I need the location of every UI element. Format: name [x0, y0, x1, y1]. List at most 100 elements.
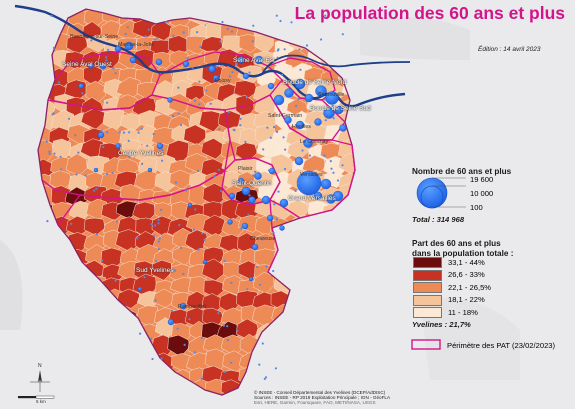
commune-dot — [178, 224, 181, 227]
legend-swatch — [413, 282, 442, 293]
commune-polygon — [48, 294, 72, 316]
commune-dot — [101, 259, 104, 262]
commune-dot — [244, 140, 247, 143]
commune-dot — [283, 167, 287, 171]
population-bubble — [97, 131, 105, 139]
commune-dot — [198, 103, 201, 106]
commune-dot — [248, 71, 251, 74]
commune-polygon — [337, 353, 355, 376]
commune-polygon — [67, 366, 91, 390]
commune-dot — [295, 104, 298, 107]
commune-polygon — [85, 364, 108, 388]
commune-polygon — [269, 336, 294, 356]
commune-dot — [137, 131, 140, 134]
commune-dot — [143, 276, 146, 279]
commune-polygon — [291, 214, 317, 238]
commune-polygon — [235, 94, 255, 120]
commune-dot — [136, 237, 139, 240]
population-bubble — [294, 78, 306, 90]
population-bubble — [323, 107, 335, 119]
commune-dot — [294, 189, 297, 192]
commune-polygon — [322, 24, 346, 42]
commune-dot — [290, 21, 293, 24]
commune-dot — [309, 177, 312, 181]
town-label: Chevreuse — [250, 236, 276, 242]
commune-dot — [284, 148, 287, 151]
commune-polygon — [289, 324, 313, 345]
commune-polygon — [320, 364, 343, 386]
pat-label-grand-versailles: Grand Versailles — [288, 195, 336, 202]
commune-dot — [154, 38, 157, 41]
commune-polygon — [341, 214, 355, 237]
commune-polygon — [38, 260, 57, 282]
commune-dot — [262, 148, 265, 151]
commune-dot — [248, 194, 251, 197]
commune-polygon — [322, 334, 347, 358]
commune-polygon — [52, 246, 75, 270]
population-bubble — [279, 198, 289, 208]
population-bubble — [155, 58, 163, 66]
commune-dot — [198, 80, 201, 83]
commune-polygon — [323, 292, 349, 313]
commune-dot — [332, 117, 335, 120]
commune-polygon — [289, 349, 311, 375]
commune-dot — [192, 228, 196, 231]
commune-dot — [184, 189, 187, 192]
commune-polygon — [84, 336, 110, 354]
legend-size-value-mid: 10 000 — [470, 189, 494, 198]
commune-dot — [157, 222, 160, 225]
commune-polygon — [255, 340, 280, 359]
commune-polygon — [49, 262, 73, 281]
population-bubble — [115, 143, 121, 149]
commune-dot — [301, 149, 304, 152]
commune-dot — [222, 324, 225, 327]
commune-polygon — [66, 396, 88, 409]
pat-label-centre-yvelines: Centre Yvelines — [118, 150, 164, 157]
commune-polygon — [134, 368, 159, 391]
commune-polygon — [49, 324, 73, 347]
credits-line-2: Sources : INSEE - RP 2019 Exploitation P… — [254, 395, 391, 401]
commune-dot — [95, 187, 98, 190]
commune-polygon — [67, 322, 91, 347]
commune-dot — [266, 126, 269, 129]
commune-polygon — [118, 384, 142, 395]
legend-pat-symbol — [411, 339, 441, 350]
town-label: Plaisir — [238, 166, 253, 172]
commune-polygon — [270, 9, 294, 29]
commune-centroids — [45, 14, 345, 380]
department-outline — [37, 8, 356, 396]
commune-dot — [127, 139, 130, 142]
commune-dot — [196, 30, 199, 34]
commune-dot — [156, 36, 159, 40]
commune-dot — [320, 38, 323, 41]
population-bubble — [267, 82, 275, 90]
town-label: Saint-Germain — [268, 113, 303, 119]
population-bubble — [320, 178, 332, 190]
commune-polygon — [308, 245, 334, 266]
commune-dot — [205, 89, 208, 92]
commune-polygon — [80, 318, 107, 342]
commune-dot — [221, 20, 224, 24]
commune-dot — [114, 72, 117, 75]
commune-polygon — [136, 398, 157, 409]
map-credits: © INSEE - Conseil Départemental des Yvel… — [254, 390, 390, 406]
population-bubble — [266, 214, 274, 222]
commune-dot — [70, 222, 73, 225]
commune-polygon — [101, 307, 125, 330]
commune-dot — [122, 131, 125, 134]
commune-dot — [180, 246, 183, 249]
commune-dot — [161, 148, 164, 152]
commune-polygon — [68, 338, 94, 359]
commune-dot — [75, 173, 78, 176]
north-arrow-icon — [30, 370, 50, 392]
commune-dot — [226, 325, 229, 328]
legend-class-label: 18,1 - 22% — [448, 295, 485, 304]
commune-dot — [264, 376, 268, 379]
commune-dot — [45, 140, 48, 143]
commune-polygon — [104, 338, 128, 359]
commune-polygon — [358, 245, 382, 264]
population-bubble — [167, 97, 173, 103]
commune-polygon — [270, 364, 294, 387]
commune-polygon — [38, 214, 52, 236]
commune-dot — [296, 182, 299, 185]
